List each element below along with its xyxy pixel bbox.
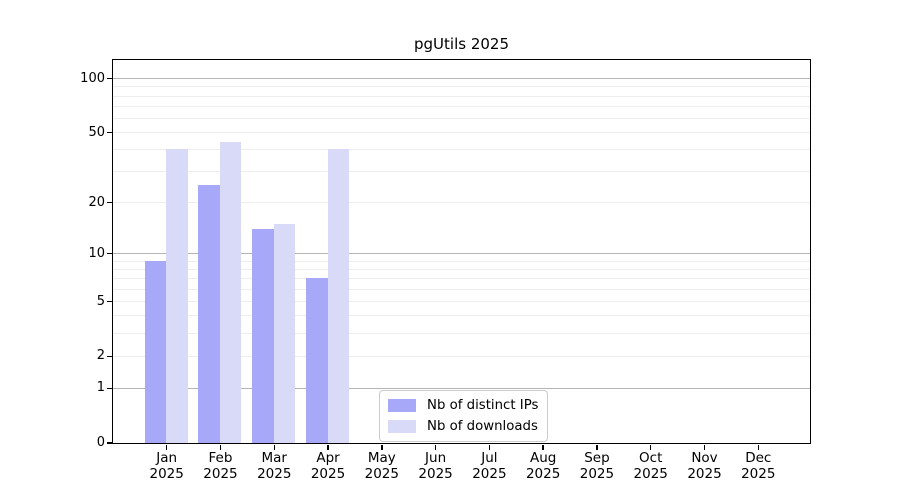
y-tick-5	[106, 300, 112, 303]
gridline-minor-4	[112, 315, 810, 317]
legend-swatch-nb-of-distinct-ips	[388, 399, 416, 412]
x-tick-label-feb-2025: Feb 2025	[203, 450, 238, 482]
chart-title: pgUtils 2025	[414, 35, 509, 53]
x-tick-label-nov-2025: Nov 2025	[687, 450, 722, 482]
gridline-minor-3	[112, 333, 810, 335]
gridline-major-100	[112, 78, 810, 80]
bar-nb-of-downloads-feb-2025	[219, 141, 242, 443]
gridline-major-1	[112, 387, 810, 389]
y-tick-label-5: 5	[96, 293, 105, 309]
x-tick-label-oct-2025: Oct 2025	[633, 450, 668, 482]
gridline-major-10	[112, 253, 810, 255]
x-tick-label-apr-2025: Apr 2025	[310, 450, 346, 482]
gridline-minor-7	[112, 278, 810, 280]
legend-swatch-nb-of-downloads	[388, 420, 416, 433]
x-tick-label-mar-2025: Mar 2025	[257, 450, 292, 482]
x-tick-label-aug-2025: Aug 2025	[525, 450, 561, 482]
legend: Nb of distinct IPs Nb of downloads	[379, 390, 549, 442]
y-tick-label-0: 0	[96, 435, 105, 450]
x-tick-label-may-2025: May 2025	[364, 450, 399, 482]
y-tick-20	[106, 201, 112, 204]
gridline-minor-80	[112, 95, 810, 97]
gridline-minor-8	[112, 269, 810, 271]
y-tick-label-2: 2	[96, 348, 105, 364]
legend-item-nb-of-distinct-ips: Nb of distinct IPs	[388, 396, 538, 415]
x-tick-dec-2025	[757, 444, 760, 450]
gridline-minor-5	[112, 301, 810, 303]
gridline-minor-2	[112, 355, 810, 357]
y-tick-label-20: 20	[88, 194, 105, 210]
y-tick-0	[106, 442, 112, 444]
gridline-minor-60	[112, 117, 810, 119]
gridline-minor-6	[112, 288, 810, 290]
y-tick-label-1: 1	[96, 380, 105, 396]
legend-label-nb-of-downloads: Nb of downloads	[427, 419, 538, 434]
plot-area	[111, 58, 811, 444]
legend-item-nb-of-downloads: Nb of downloads	[388, 417, 538, 436]
x-tick-jan-2025	[165, 444, 168, 450]
gridline-minor-40	[112, 149, 810, 151]
x-tick-label-dec-2025: Dec 2025	[741, 450, 776, 482]
x-tick-sep-2025	[596, 444, 598, 450]
y-tick-label-100: 100	[80, 70, 105, 86]
bar-nb-of-downloads-mar-2025	[273, 223, 296, 443]
gridline-minor-20	[112, 202, 810, 204]
gridline-minor-70	[112, 105, 810, 107]
x-tick-nov-2025	[703, 444, 706, 450]
y-tick-label-10: 10	[88, 245, 105, 261]
bar-nb-of-distinct-ips-apr-2025	[306, 278, 328, 443]
x-tick-aug-2025	[542, 444, 544, 450]
y-tick-100	[106, 77, 112, 80]
bar-nb-of-downloads-apr-2025	[327, 149, 350, 443]
x-tick-apr-2025	[327, 444, 329, 450]
bar-nb-of-downloads-jan-2025	[166, 149, 188, 443]
gridline-minor-50	[112, 132, 810, 134]
x-tick-may-2025	[381, 444, 383, 450]
y-tick-2	[106, 355, 112, 357]
x-tick-mar-2025	[273, 444, 275, 450]
x-tick-label-jul-2025: Jul 2025	[472, 450, 507, 482]
bar-nb-of-distinct-ips-jan-2025	[144, 260, 167, 443]
y-tick-1	[106, 387, 112, 390]
x-tick-label-sep-2025: Sep 2025	[579, 450, 615, 482]
gridline-minor-9	[112, 260, 810, 262]
x-tick-jul-2025	[488, 444, 491, 450]
y-tick-label-50: 50	[88, 124, 105, 140]
legend-label-nb-of-distinct-ips: Nb of distinct IPs	[427, 398, 539, 413]
gridline-minor-90	[112, 86, 810, 88]
x-tick-label-jan-2025: Jan 2025	[149, 450, 184, 482]
y-tick-50	[106, 131, 112, 134]
gridline-minor-30	[112, 171, 810, 173]
y-tick-10	[106, 252, 112, 255]
bar-nb-of-distinct-ips-mar-2025	[252, 228, 274, 443]
x-tick-oct-2025	[649, 444, 652, 450]
x-tick-feb-2025	[219, 444, 222, 450]
bar-nb-of-distinct-ips-feb-2025	[198, 185, 220, 443]
x-tick-label-jun-2025: Jun 2025	[418, 450, 453, 482]
x-tick-jun-2025	[434, 444, 437, 450]
